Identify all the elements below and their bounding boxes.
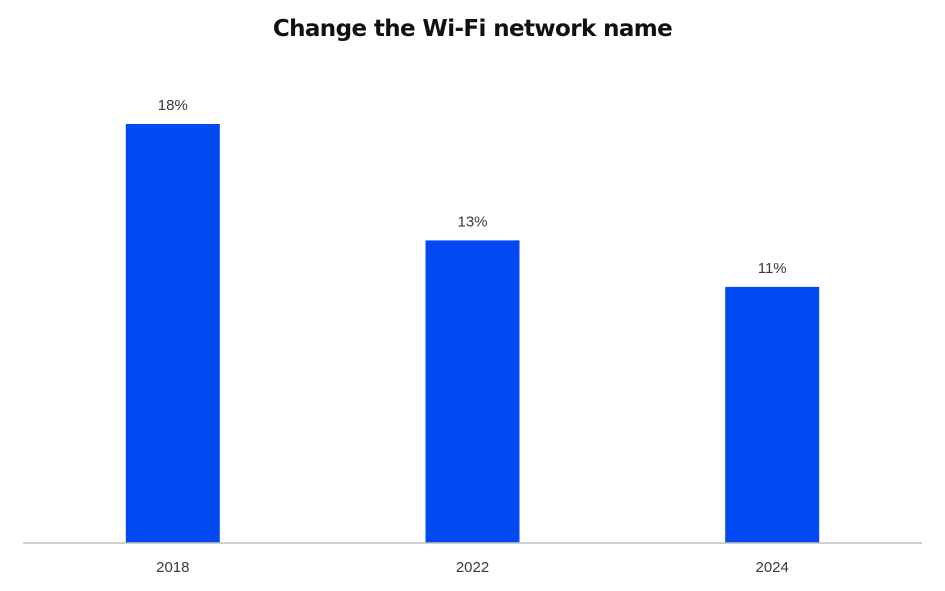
x-tick-label-2022: 2022 — [456, 559, 489, 576]
x-tick-label-2018: 2018 — [156, 559, 189, 576]
bars-group — [125, 124, 820, 543]
value-label-2022: 13% — [457, 213, 487, 230]
x-tick-labels-group: 2018 2022 2024 — [156, 559, 789, 576]
bar-2022 — [425, 240, 520, 543]
value-label-2018: 18% — [158, 97, 188, 114]
value-label-2024: 11% — [758, 260, 787, 277]
chart-title: Change the Wi-Fi network name — [272, 16, 673, 42]
bar-2024 — [725, 286, 820, 543]
value-labels-group: 18% 13% 11% — [158, 97, 787, 277]
bar-2018 — [125, 124, 220, 543]
x-tick-label-2024: 2024 — [756, 559, 789, 576]
